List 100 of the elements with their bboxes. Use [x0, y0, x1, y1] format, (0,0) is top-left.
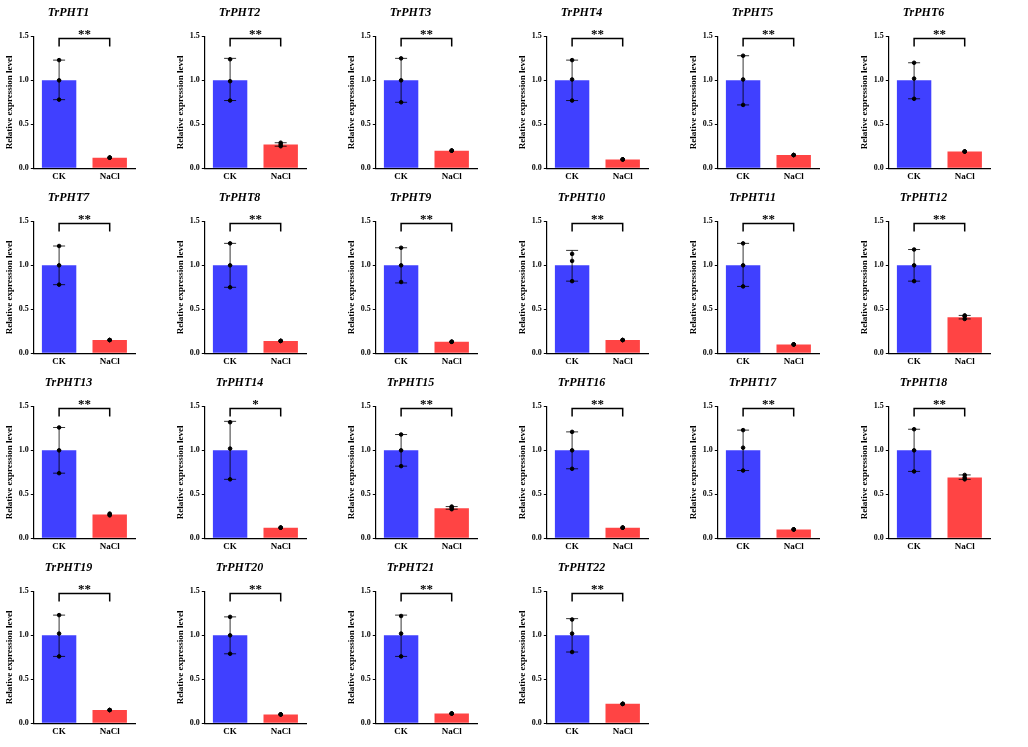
y-axis-title: Relative expression level [345, 239, 356, 335]
y-tick-label: 1.5 [360, 586, 371, 596]
y-tick-label: 0.5 [189, 119, 200, 129]
x-tick-label: NaCl [441, 355, 463, 366]
y-tick-label: 0.0 [531, 533, 542, 543]
x-tick-label: NaCl [612, 170, 634, 181]
x-tick-label: NaCl [954, 355, 976, 366]
y-tick-label: 1.5 [189, 401, 200, 411]
y-tick-label: 0.5 [702, 119, 713, 129]
y-tick-label: 1.0 [702, 75, 713, 85]
y-tick-label: 1.0 [531, 260, 542, 270]
x-tick-label: NaCl [270, 170, 292, 181]
x-tick-label: CK [52, 725, 66, 736]
x-tick-label: CK [736, 540, 750, 551]
x-tick-label: NaCl [441, 725, 463, 736]
chart-title: TrPHT17 [728, 375, 778, 390]
annotation: ** [932, 211, 946, 227]
x-tick-label: CK [907, 540, 921, 551]
annotation: ** [590, 581, 604, 597]
y-tick-label: 1.0 [18, 75, 29, 85]
x-tick-label: NaCl [99, 540, 121, 551]
y-tick-label: 0.5 [360, 119, 371, 129]
y-tick-label: 1.0 [702, 260, 713, 270]
y-tick-label: 1.0 [360, 75, 371, 85]
x-tick-label: NaCl [270, 355, 292, 366]
y-tick-label: 1.5 [18, 31, 29, 41]
y-tick-label: 1.5 [18, 586, 29, 596]
y-tick-label: 0.5 [873, 489, 884, 499]
y-tick-label: 1.0 [18, 630, 29, 640]
y-tick-label: 0.0 [360, 533, 371, 543]
chart-title: TrPHT1 [47, 5, 90, 20]
annotation: ** [590, 396, 604, 412]
annotation: ** [761, 396, 775, 412]
chart-title: TrPHT18 [899, 375, 948, 390]
x-tick-label: CK [52, 355, 66, 366]
annotation: ** [761, 26, 775, 42]
annotation: ** [419, 211, 433, 227]
y-axis-title: Relative expression level [687, 424, 698, 520]
x-tick-label: NaCl [783, 170, 805, 181]
y-tick-label: 0.5 [189, 304, 200, 314]
chart-title: TrPHT8 [218, 190, 261, 205]
y-tick-label: 1.5 [531, 401, 542, 411]
x-tick-label: CK [736, 355, 750, 366]
x-tick-label: NaCl [612, 725, 634, 736]
annotation: ** [932, 26, 946, 42]
y-tick-label: 1.5 [18, 401, 29, 411]
y-tick-label: 0.5 [360, 489, 371, 499]
y-tick-label: 1.5 [702, 31, 713, 41]
x-tick-label: NaCl [783, 540, 805, 551]
y-tick-label: 0.0 [873, 348, 884, 358]
y-axis-title: Relative expression level [174, 54, 185, 150]
x-tick-label: NaCl [99, 725, 121, 736]
y-tick-label: 0.0 [360, 163, 371, 173]
chart-title: TrPHT14 [215, 375, 264, 390]
y-axis-title: Relative expression level [3, 424, 14, 520]
annotation: ** [77, 26, 91, 42]
y-tick-label: 0.0 [531, 163, 542, 173]
y-tick-label: 0.0 [189, 533, 200, 543]
x-tick-label: NaCl [270, 540, 292, 551]
x-tick-label: CK [565, 540, 579, 551]
annotation: ** [590, 211, 604, 227]
y-tick-label: 0.5 [18, 674, 29, 684]
y-tick-label: 1.5 [360, 216, 371, 226]
annotation: ** [248, 581, 262, 597]
y-tick-label: 0.0 [702, 533, 713, 543]
y-tick-label: 0.0 [18, 348, 29, 358]
annotation: ** [419, 581, 433, 597]
x-tick-label: CK [907, 355, 921, 366]
y-tick-label: 0.5 [360, 304, 371, 314]
chart-title: TrPHT7 [47, 190, 91, 205]
y-tick-label: 0.5 [18, 119, 29, 129]
y-tick-label: 1.0 [18, 445, 29, 455]
annotation: ** [932, 396, 946, 412]
x-tick-label: NaCl [954, 170, 976, 181]
chart-title: TrPHT9 [389, 190, 432, 205]
annotation: ** [77, 581, 91, 597]
x-tick-label: CK [565, 725, 579, 736]
x-tick-label: CK [223, 170, 237, 181]
chart-title: TrPHT4 [560, 5, 603, 20]
y-tick-label: 0.0 [531, 348, 542, 358]
y-tick-label: 0.0 [702, 348, 713, 358]
y-tick-label: 1.0 [360, 630, 371, 640]
y-tick-label: 0.5 [189, 674, 200, 684]
y-axis-title: Relative expression level [516, 424, 527, 520]
y-axis-title: Relative expression level [858, 54, 869, 150]
annotation: ** [248, 211, 262, 227]
y-tick-label: 1.5 [531, 31, 542, 41]
x-tick-label: CK [565, 170, 579, 181]
x-tick-label: NaCl [99, 170, 121, 181]
y-axis-title: Relative expression level [516, 54, 527, 150]
annotation: ** [419, 26, 433, 42]
annotation: ** [590, 26, 604, 42]
x-tick-label: NaCl [441, 170, 463, 181]
y-tick-label: 0.5 [531, 119, 542, 129]
x-tick-label: CK [394, 170, 408, 181]
x-tick-label: CK [223, 725, 237, 736]
y-tick-label: 0.5 [189, 489, 200, 499]
x-tick-label: NaCl [270, 725, 292, 736]
x-tick-label: CK [52, 540, 66, 551]
chart-title: TrPHT10 [557, 190, 606, 205]
